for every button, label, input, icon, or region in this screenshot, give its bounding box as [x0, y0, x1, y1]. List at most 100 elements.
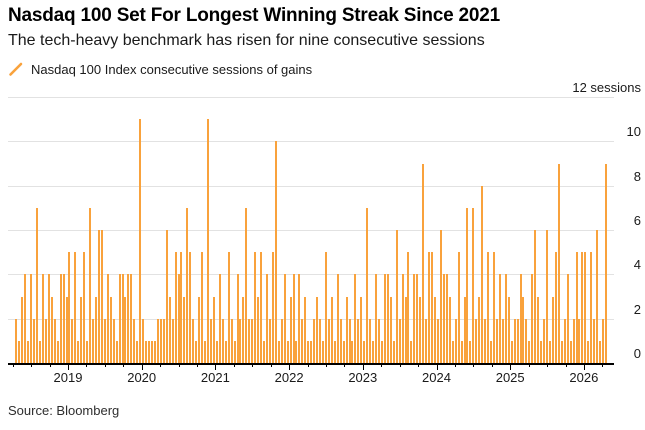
bar	[53, 318, 56, 363]
bar	[177, 274, 180, 363]
gridline	[8, 141, 614, 143]
bar	[389, 296, 392, 363]
bar	[557, 163, 560, 363]
bar	[436, 318, 439, 363]
bar	[242, 296, 245, 363]
bar	[345, 296, 348, 363]
bar	[472, 207, 475, 363]
bar	[602, 318, 605, 363]
bar	[581, 252, 584, 363]
bar	[47, 274, 50, 363]
bar	[277, 340, 280, 363]
bar	[434, 296, 437, 363]
bar	[248, 318, 251, 363]
bar	[313, 318, 316, 363]
x-axis-major-tick	[68, 363, 69, 370]
bar	[513, 318, 516, 363]
bar	[466, 207, 469, 363]
y-axis-tick-label: 4	[633, 257, 641, 273]
bar	[395, 230, 398, 363]
bar	[327, 318, 330, 363]
bar	[254, 252, 257, 363]
bar	[451, 340, 454, 363]
x-axis-minor-tick	[270, 363, 272, 367]
bar	[298, 274, 301, 363]
bar	[292, 274, 295, 363]
bar	[578, 318, 581, 363]
bar	[77, 340, 80, 363]
bar	[369, 318, 372, 363]
bar	[59, 274, 62, 363]
bar	[481, 185, 484, 363]
bar	[68, 252, 71, 363]
bar	[162, 318, 165, 363]
bar	[304, 296, 307, 363]
bar	[50, 296, 53, 363]
bar	[333, 340, 336, 363]
bar	[204, 340, 207, 363]
bar	[419, 296, 422, 363]
bar	[593, 318, 596, 363]
bar	[74, 252, 77, 363]
x-axis: 2019 2020 2021 2022 2023 2024 2025 2026	[8, 363, 618, 393]
bar	[548, 340, 551, 363]
bar	[569, 340, 572, 363]
bar	[584, 252, 587, 363]
x-axis-minor-tick	[178, 363, 180, 367]
bar	[280, 318, 283, 363]
bar	[124, 296, 127, 363]
bar	[360, 296, 363, 363]
bar	[540, 340, 543, 363]
bar	[575, 252, 578, 363]
bar	[301, 318, 304, 363]
x-axis-minor-tick	[381, 363, 383, 367]
bar	[227, 252, 230, 363]
bar	[41, 274, 44, 363]
x-axis-minor-tick	[86, 363, 88, 367]
x-axis-major-tick	[141, 363, 143, 370]
bar	[454, 318, 457, 363]
gridline	[8, 274, 614, 276]
bar	[289, 296, 292, 363]
bar	[283, 274, 286, 363]
bar	[30, 274, 33, 363]
x-axis-year-label: 2023	[348, 370, 378, 385]
bar	[439, 230, 442, 363]
bar	[183, 296, 186, 363]
bar	[445, 274, 448, 363]
bar	[186, 207, 189, 363]
bar	[534, 230, 537, 363]
x-axis-year-label: 2020	[127, 370, 157, 385]
bar	[490, 340, 493, 363]
bar	[348, 318, 351, 363]
bar	[428, 252, 431, 363]
y-axis-tick-label: 10	[626, 124, 641, 140]
x-axis-year-label: 2024	[422, 370, 451, 385]
bar	[339, 318, 342, 363]
bar	[336, 274, 339, 363]
x-axis-major-tick	[436, 363, 438, 370]
bar	[80, 296, 83, 363]
x-axis-year-label: 2026	[569, 370, 599, 385]
x-axis-minor-tick	[399, 363, 401, 367]
bar	[221, 318, 224, 363]
bar	[572, 318, 575, 363]
bar	[407, 252, 410, 363]
x-axis-major-tick	[215, 363, 217, 370]
bar	[165, 230, 168, 363]
gridline	[8, 230, 614, 231]
x-axis-minor-tick	[325, 363, 327, 367]
bar	[36, 207, 39, 363]
x-axis-minor-tick	[602, 363, 604, 367]
bar	[372, 340, 375, 363]
bar	[528, 340, 531, 363]
bar	[478, 296, 481, 363]
bar	[207, 119, 210, 363]
bar	[510, 340, 513, 363]
bar	[139, 119, 142, 363]
bar	[145, 340, 148, 363]
bar	[274, 141, 277, 363]
bar	[215, 340, 218, 363]
x-axis-minor-tick	[49, 363, 51, 367]
x-axis-minor-tick	[160, 363, 162, 367]
